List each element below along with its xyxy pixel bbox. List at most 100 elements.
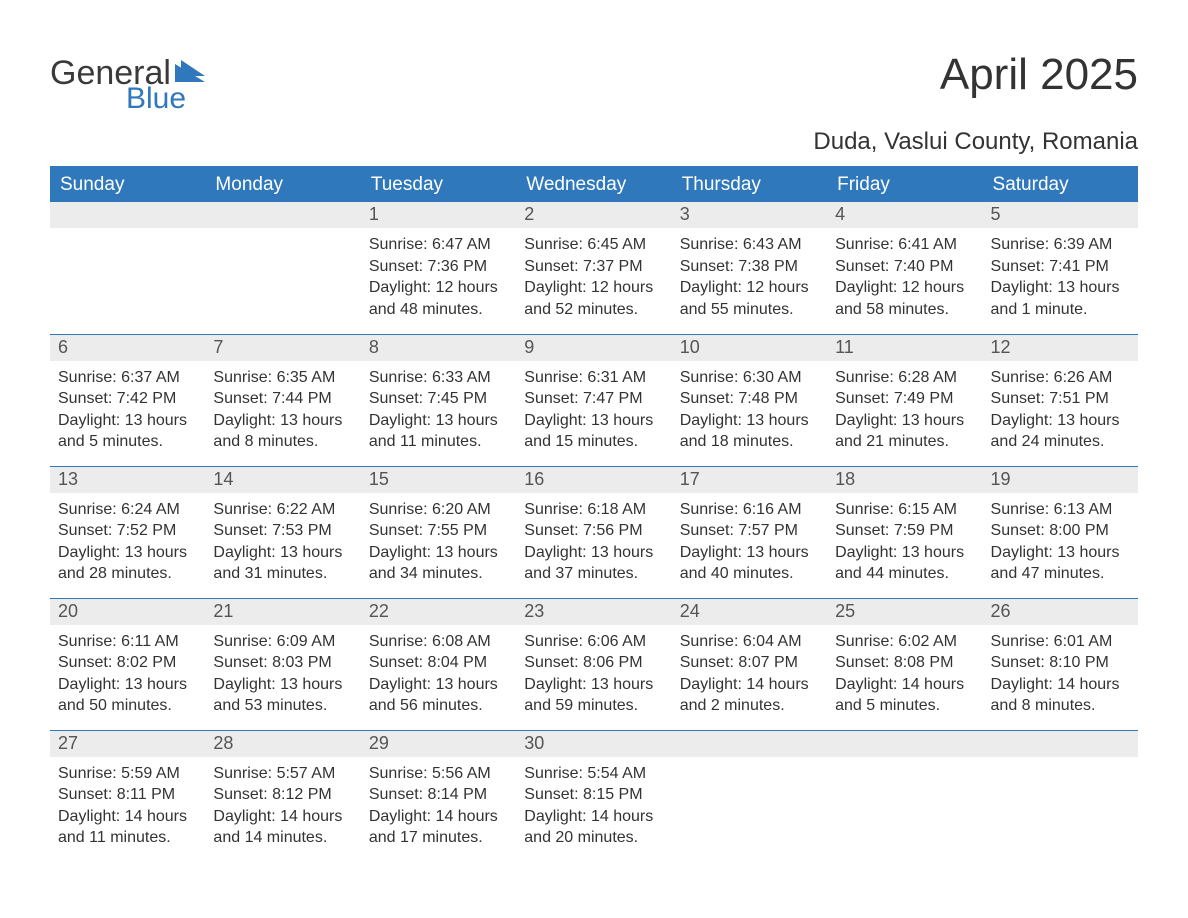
sunset-line: Sunset: 7:44 PM bbox=[213, 388, 352, 410]
day-body: Sunrise: 6:02 AMSunset: 8:08 PMDaylight:… bbox=[827, 625, 982, 721]
day-cell: 12Sunrise: 6:26 AMSunset: 7:51 PMDayligh… bbox=[983, 334, 1138, 466]
sunrise-line: Sunrise: 6:06 AM bbox=[524, 631, 663, 653]
sunrise-line: Sunrise: 6:28 AM bbox=[835, 367, 974, 389]
sunrise-line: Sunrise: 6:33 AM bbox=[369, 367, 508, 389]
day-cell: 2Sunrise: 6:45 AMSunset: 7:37 PMDaylight… bbox=[516, 202, 671, 334]
day-cell: 7Sunrise: 6:35 AMSunset: 7:44 PMDaylight… bbox=[205, 334, 360, 466]
sunset-line: Sunset: 8:02 PM bbox=[58, 652, 197, 674]
sunrise-line: Sunrise: 6:16 AM bbox=[680, 499, 819, 521]
day-cell: 6Sunrise: 6:37 AMSunset: 7:42 PMDaylight… bbox=[50, 334, 205, 466]
daylight-line: Daylight: 14 hours and 17 minutes. bbox=[369, 806, 508, 849]
daylight-line: Daylight: 13 hours and 47 minutes. bbox=[991, 542, 1130, 585]
daylight-line: Daylight: 13 hours and 59 minutes. bbox=[524, 674, 663, 717]
day-number: 22 bbox=[361, 599, 516, 625]
day-body: Sunrise: 6:16 AMSunset: 7:57 PMDaylight:… bbox=[672, 493, 827, 589]
sunset-line: Sunset: 8:07 PM bbox=[680, 652, 819, 674]
week-row: 6Sunrise: 6:37 AMSunset: 7:42 PMDaylight… bbox=[50, 334, 1138, 466]
day-cell: 22Sunrise: 6:08 AMSunset: 8:04 PMDayligh… bbox=[361, 598, 516, 730]
day-body: Sunrise: 6:20 AMSunset: 7:55 PMDaylight:… bbox=[361, 493, 516, 589]
day-cell: 24Sunrise: 6:04 AMSunset: 8:07 PMDayligh… bbox=[672, 598, 827, 730]
sunrise-line: Sunrise: 5:56 AM bbox=[369, 763, 508, 785]
month-title: April 2025 bbox=[940, 50, 1138, 100]
sunset-line: Sunset: 7:56 PM bbox=[524, 520, 663, 542]
sunrise-line: Sunrise: 6:08 AM bbox=[369, 631, 508, 653]
daylight-line: Daylight: 13 hours and 24 minutes. bbox=[991, 410, 1130, 453]
sunrise-line: Sunrise: 5:59 AM bbox=[58, 763, 197, 785]
day-body: Sunrise: 6:01 AMSunset: 8:10 PMDaylight:… bbox=[983, 625, 1138, 721]
daylight-line: Daylight: 13 hours and 28 minutes. bbox=[58, 542, 197, 585]
sunrise-line: Sunrise: 6:20 AM bbox=[369, 499, 508, 521]
sunrise-line: Sunrise: 6:35 AM bbox=[213, 367, 352, 389]
day-body: Sunrise: 5:56 AMSunset: 8:14 PMDaylight:… bbox=[361, 757, 516, 853]
sunset-line: Sunset: 7:45 PM bbox=[369, 388, 508, 410]
daylight-line: Daylight: 14 hours and 8 minutes. bbox=[991, 674, 1130, 717]
day-body: Sunrise: 5:54 AMSunset: 8:15 PMDaylight:… bbox=[516, 757, 671, 853]
daylight-line: Daylight: 13 hours and 53 minutes. bbox=[213, 674, 352, 717]
day-number: 27 bbox=[50, 731, 205, 757]
day-body: Sunrise: 6:18 AMSunset: 7:56 PMDaylight:… bbox=[516, 493, 671, 589]
daylight-line: Daylight: 12 hours and 48 minutes. bbox=[369, 277, 508, 320]
day-number: 23 bbox=[516, 599, 671, 625]
day-cell: 14Sunrise: 6:22 AMSunset: 7:53 PMDayligh… bbox=[205, 466, 360, 598]
sunrise-line: Sunrise: 6:11 AM bbox=[58, 631, 197, 653]
sunset-line: Sunset: 7:37 PM bbox=[524, 256, 663, 278]
day-number: 5 bbox=[983, 202, 1138, 228]
sunset-line: Sunset: 7:48 PM bbox=[680, 388, 819, 410]
week-row: 1Sunrise: 6:47 AMSunset: 7:36 PMDaylight… bbox=[50, 202, 1138, 334]
calendar-table: Sunday Monday Tuesday Wednesday Thursday… bbox=[50, 166, 1138, 862]
day-number: 7 bbox=[205, 335, 360, 361]
day-cell: 30Sunrise: 5:54 AMSunset: 8:15 PMDayligh… bbox=[516, 730, 671, 862]
day-number: 28 bbox=[205, 731, 360, 757]
day-body: Sunrise: 6:09 AMSunset: 8:03 PMDaylight:… bbox=[205, 625, 360, 721]
day-cell: 27Sunrise: 5:59 AMSunset: 8:11 PMDayligh… bbox=[50, 730, 205, 862]
day-body: Sunrise: 5:57 AMSunset: 8:12 PMDaylight:… bbox=[205, 757, 360, 853]
day-number: 4 bbox=[827, 202, 982, 228]
day-cell: 29Sunrise: 5:56 AMSunset: 8:14 PMDayligh… bbox=[361, 730, 516, 862]
sunset-line: Sunset: 8:00 PM bbox=[991, 520, 1130, 542]
day-cell: 5Sunrise: 6:39 AMSunset: 7:41 PMDaylight… bbox=[983, 202, 1138, 334]
daylight-line: Daylight: 13 hours and 15 minutes. bbox=[524, 410, 663, 453]
day-cell: 26Sunrise: 6:01 AMSunset: 8:10 PMDayligh… bbox=[983, 598, 1138, 730]
day-body: Sunrise: 6:35 AMSunset: 7:44 PMDaylight:… bbox=[205, 361, 360, 457]
day-cell: 9Sunrise: 6:31 AMSunset: 7:47 PMDaylight… bbox=[516, 334, 671, 466]
daylight-line: Daylight: 14 hours and 2 minutes. bbox=[680, 674, 819, 717]
day-body: Sunrise: 6:37 AMSunset: 7:42 PMDaylight:… bbox=[50, 361, 205, 457]
day-body: Sunrise: 6:43 AMSunset: 7:38 PMDaylight:… bbox=[672, 228, 827, 324]
sunset-line: Sunset: 8:06 PM bbox=[524, 652, 663, 674]
header: General Blue April 2025 bbox=[50, 50, 1138, 114]
daylight-line: Daylight: 14 hours and 20 minutes. bbox=[524, 806, 663, 849]
day-number: 19 bbox=[983, 467, 1138, 493]
day-cell: 25Sunrise: 6:02 AMSunset: 8:08 PMDayligh… bbox=[827, 598, 982, 730]
daylight-line: Daylight: 13 hours and 34 minutes. bbox=[369, 542, 508, 585]
day-number: 14 bbox=[205, 467, 360, 493]
day-body: Sunrise: 6:30 AMSunset: 7:48 PMDaylight:… bbox=[672, 361, 827, 457]
location-label: Duda, Vaslui County, Romania bbox=[50, 128, 1138, 156]
daylight-line: Daylight: 14 hours and 11 minutes. bbox=[58, 806, 197, 849]
sunrise-line: Sunrise: 6:13 AM bbox=[991, 499, 1130, 521]
day-number bbox=[205, 202, 360, 228]
day-number: 25 bbox=[827, 599, 982, 625]
title-block: April 2025 bbox=[940, 50, 1138, 100]
day-number: 12 bbox=[983, 335, 1138, 361]
week-row: 13Sunrise: 6:24 AMSunset: 7:52 PMDayligh… bbox=[50, 466, 1138, 598]
sunset-line: Sunset: 7:51 PM bbox=[991, 388, 1130, 410]
day-cell: 18Sunrise: 6:15 AMSunset: 7:59 PMDayligh… bbox=[827, 466, 982, 598]
sunrise-line: Sunrise: 6:18 AM bbox=[524, 499, 663, 521]
day-cell: 16Sunrise: 6:18 AMSunset: 7:56 PMDayligh… bbox=[516, 466, 671, 598]
daylight-line: Daylight: 13 hours and 37 minutes. bbox=[524, 542, 663, 585]
day-number: 11 bbox=[827, 335, 982, 361]
day-number bbox=[827, 731, 982, 757]
day-body: Sunrise: 6:33 AMSunset: 7:45 PMDaylight:… bbox=[361, 361, 516, 457]
sunrise-line: Sunrise: 6:02 AM bbox=[835, 631, 974, 653]
day-cell bbox=[983, 730, 1138, 862]
sunrise-line: Sunrise: 6:30 AM bbox=[680, 367, 819, 389]
day-cell: 8Sunrise: 6:33 AMSunset: 7:45 PMDaylight… bbox=[361, 334, 516, 466]
day-cell bbox=[672, 730, 827, 862]
day-number: 10 bbox=[672, 335, 827, 361]
day-cell: 23 Sunrise: 6:06 AMSunset: 8:06 PMDayligh… bbox=[516, 598, 671, 730]
day-number: 18 bbox=[827, 467, 982, 493]
daylight-line: Daylight: 14 hours and 5 minutes. bbox=[835, 674, 974, 717]
day-body: Sunrise: 5:59 AMSunset: 8:11 PMDaylight:… bbox=[50, 757, 205, 853]
logo-text-blue: Blue bbox=[50, 84, 209, 114]
day-cell: 15Sunrise: 6:20 AMSunset: 7:55 PMDayligh… bbox=[361, 466, 516, 598]
